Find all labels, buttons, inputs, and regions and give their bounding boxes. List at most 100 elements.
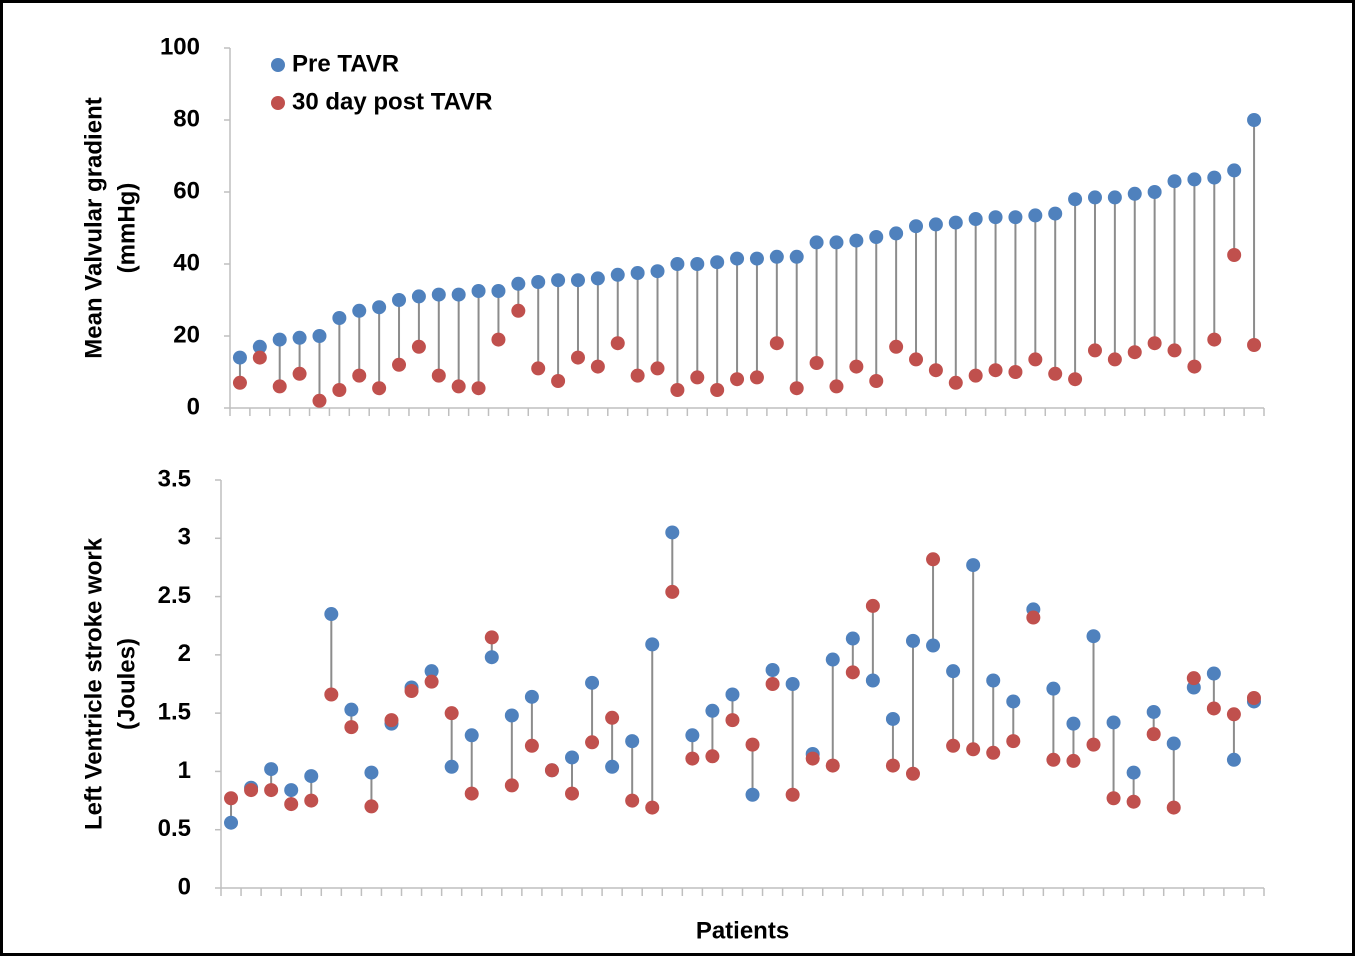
dot	[1006, 734, 1021, 749]
dot	[324, 687, 339, 702]
dot	[865, 598, 880, 613]
dot	[1028, 352, 1043, 367]
dot	[1246, 690, 1261, 705]
dot	[444, 706, 459, 721]
dot	[1008, 210, 1023, 225]
y-axis-label: Left Ventricle stroke work	[80, 537, 107, 830]
dot	[284, 783, 299, 798]
dot	[745, 787, 760, 802]
dot	[1008, 365, 1023, 379]
dot	[264, 762, 279, 777]
dot	[645, 637, 660, 652]
dot	[504, 778, 519, 793]
dot	[785, 787, 800, 802]
dot	[710, 255, 725, 270]
dot	[344, 702, 359, 717]
dot	[909, 352, 924, 367]
dot	[765, 663, 780, 678]
dot	[252, 339, 267, 354]
dot	[1127, 186, 1142, 201]
dot	[845, 631, 860, 646]
dot	[531, 275, 546, 289]
dot	[1066, 716, 1081, 731]
dot	[1087, 343, 1102, 358]
dot	[1207, 332, 1222, 347]
dot	[352, 303, 367, 318]
dot	[926, 552, 941, 567]
dot	[511, 276, 526, 291]
dot	[905, 633, 920, 648]
dot	[372, 300, 387, 315]
y-tick-label: 2	[178, 640, 191, 667]
dot	[464, 728, 479, 743]
dot	[705, 703, 720, 718]
dot	[444, 759, 459, 774]
dot	[524, 689, 539, 704]
y-tick-label: 100	[160, 33, 200, 60]
dot	[749, 370, 764, 385]
dot	[531, 361, 546, 376]
dot	[946, 738, 961, 753]
dot	[551, 374, 566, 388]
dot	[272, 332, 287, 347]
dot	[670, 383, 685, 397]
dot	[364, 765, 379, 780]
dot	[825, 758, 840, 773]
dot	[889, 339, 904, 354]
dot	[524, 738, 539, 753]
dot	[252, 350, 267, 365]
dot	[730, 372, 745, 387]
dot	[690, 257, 705, 271]
dot	[725, 687, 740, 702]
legend-marker	[271, 96, 285, 110]
dot	[630, 368, 645, 383]
dot	[1046, 752, 1061, 767]
dot	[829, 379, 844, 394]
dot	[1206, 701, 1221, 716]
dot	[565, 750, 580, 765]
dot	[1147, 185, 1162, 199]
dot	[948, 215, 963, 230]
dot	[1046, 681, 1061, 696]
dot	[988, 210, 1003, 225]
y-axis-label: (mmHg)	[113, 183, 140, 274]
dot	[769, 336, 784, 351]
dot	[785, 677, 800, 691]
y-tick-label: 1	[178, 757, 191, 784]
dot	[292, 330, 307, 345]
dot	[565, 786, 580, 801]
dot	[650, 264, 665, 279]
dot	[1068, 192, 1083, 207]
dot	[232, 375, 247, 390]
dot	[690, 370, 705, 385]
dot	[264, 783, 279, 798]
dot	[1226, 752, 1241, 767]
dot	[224, 791, 239, 806]
dot	[625, 793, 640, 808]
dot	[404, 683, 419, 698]
dot	[431, 287, 446, 302]
dot	[1227, 163, 1242, 178]
dot	[670, 257, 685, 271]
dot	[1226, 707, 1241, 722]
dot	[1048, 206, 1063, 221]
dot	[1126, 765, 1141, 780]
dot	[845, 665, 860, 680]
dot	[1106, 791, 1121, 806]
dot	[570, 273, 585, 288]
dot	[570, 350, 585, 365]
dot	[1147, 336, 1162, 351]
dot	[805, 751, 820, 766]
dot	[948, 375, 963, 390]
dot	[372, 381, 387, 396]
legend-marker	[271, 58, 285, 72]
dot	[352, 368, 367, 383]
dot	[1066, 753, 1081, 768]
dot	[1146, 727, 1161, 742]
dot	[324, 607, 339, 622]
dot	[769, 249, 784, 264]
dot	[1048, 366, 1063, 381]
dot	[1167, 343, 1182, 358]
dot	[928, 363, 943, 378]
